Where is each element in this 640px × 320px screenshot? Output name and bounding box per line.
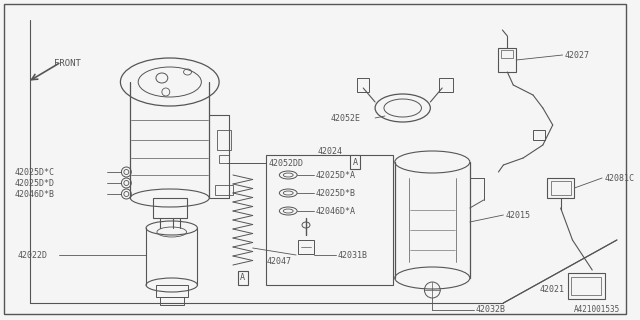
Bar (217, 130, 231, 150)
Text: 42025D*B: 42025D*B (316, 188, 356, 197)
Text: FRONT: FRONT (54, 59, 81, 68)
Bar (160, 297, 184, 305)
Text: 42081C: 42081C (604, 173, 634, 182)
Bar (215, 185, 233, 195)
Bar (153, 198, 186, 218)
Text: 42046D*A: 42046D*A (316, 206, 356, 215)
Bar (219, 155, 229, 163)
Text: 42052DD: 42052DD (268, 158, 303, 167)
Text: A: A (240, 274, 245, 283)
Bar (357, 78, 369, 92)
Text: 42031B: 42031B (337, 251, 367, 260)
Text: 42025D*A: 42025D*A (316, 171, 356, 180)
Text: 42024: 42024 (317, 147, 342, 156)
Text: 42022D: 42022D (18, 251, 48, 260)
Text: 42015: 42015 (506, 211, 531, 220)
Bar (439, 78, 453, 92)
Text: 42047: 42047 (266, 258, 291, 267)
Text: A421001535: A421001535 (573, 305, 620, 314)
Text: 42025D*D: 42025D*D (15, 179, 55, 188)
Text: 42052E: 42052E (331, 114, 361, 123)
Text: 42046D*B: 42046D*B (15, 189, 55, 198)
Bar (568, 273, 605, 299)
Text: 42025D*C: 42025D*C (15, 167, 55, 177)
Text: 42032B: 42032B (476, 306, 506, 315)
Bar (501, 50, 513, 58)
Bar (499, 48, 516, 72)
Bar (156, 285, 188, 297)
Bar (298, 240, 314, 254)
Bar (551, 181, 570, 195)
Bar (547, 178, 575, 198)
Bar (266, 155, 393, 285)
Bar (572, 277, 601, 295)
Bar (533, 130, 545, 140)
Text: A: A (353, 157, 358, 166)
Text: 42027: 42027 (564, 51, 589, 60)
Text: 42021: 42021 (540, 285, 564, 294)
